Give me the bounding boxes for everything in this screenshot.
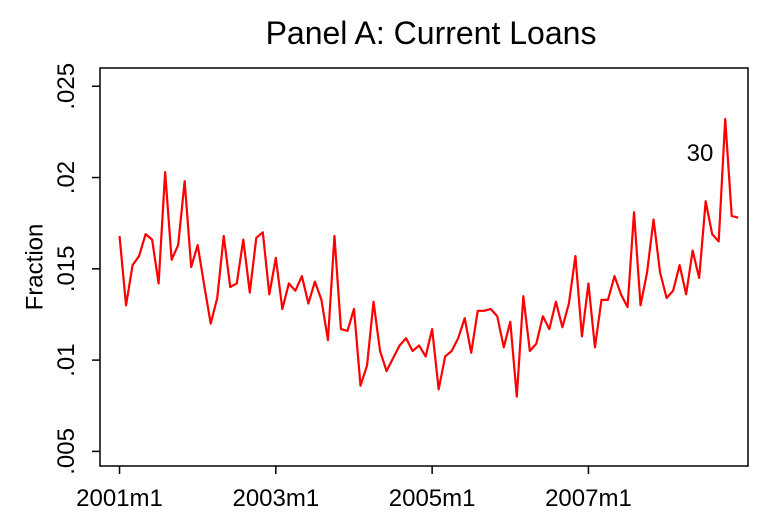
x-tick-label: 2001m1 (76, 485, 163, 512)
x-tick-label: 2005m1 (389, 485, 476, 512)
plot-frame (99, 67, 749, 467)
y-tick-label: .005 (53, 428, 80, 475)
x-tick-label: 2007m1 (545, 485, 632, 512)
annotation: 30 (687, 140, 714, 167)
y-tick-label: .02 (53, 161, 80, 194)
y-tick-label: .025 (53, 63, 80, 110)
x-tick-label: 2003m1 (232, 485, 319, 512)
y-tick-label: .015 (53, 245, 80, 292)
y-tick-label: .01 (53, 343, 80, 376)
chart-title: Panel A: Current Loans (266, 15, 597, 51)
line-series (118, 118, 739, 398)
y-axis-label: Fraction (21, 224, 48, 311)
